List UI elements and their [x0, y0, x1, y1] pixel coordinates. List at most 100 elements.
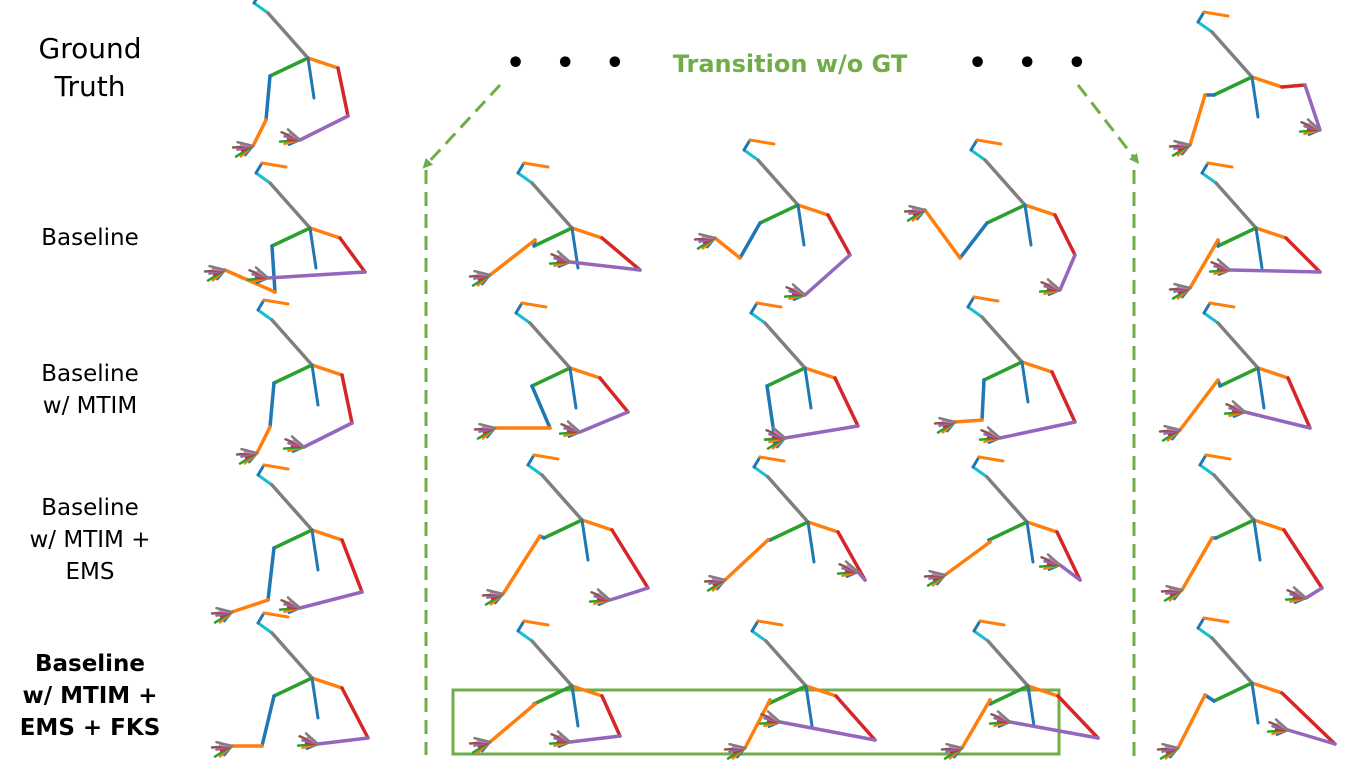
- head-segment: [520, 301, 548, 309]
- head-segment: [256, 463, 266, 477]
- right-collar-segment: [1026, 684, 1060, 698]
- right-arm-segment: [600, 694, 622, 738]
- right-hand-finger: [986, 426, 1002, 440]
- left-hand-finger: [1173, 282, 1192, 290]
- right-collar-segment: [804, 684, 838, 698]
- left-forearm-segment: [1176, 693, 1207, 750]
- head-segment: [1202, 10, 1230, 18]
- skeleton-b2-2: [481, 453, 650, 606]
- left-collar-segment: [1216, 226, 1258, 248]
- right-arm-segment: [1056, 694, 1100, 740]
- right-arm-segment: [338, 236, 367, 274]
- left-arm-segment: [1203, 693, 1216, 703]
- left-collar-segment: [270, 226, 312, 248]
- right-forearm-segment: [783, 424, 860, 440]
- right-forearm-segment: [803, 253, 852, 297]
- left-forearm-segment: [923, 208, 962, 260]
- left-arm-segment: [270, 244, 277, 294]
- right-collar-segment: [310, 528, 344, 542]
- right-arm-segment: [610, 528, 650, 590]
- right-forearm-segment: [302, 421, 354, 449]
- left-collar-segment: [272, 676, 314, 698]
- left-hand-finger: [698, 232, 717, 240]
- torso-segment: [1026, 684, 1036, 728]
- head-segment: [262, 298, 290, 306]
- right-hand-finger: [556, 730, 572, 744]
- right-hand-finger: [996, 710, 1012, 724]
- head-segment: [750, 619, 760, 633]
- left-hand-finger: [473, 269, 492, 277]
- head-segment: [977, 455, 1005, 463]
- torso-segment: [804, 684, 814, 728]
- left-hand-finger: [938, 416, 957, 424]
- skeleton-b3-1: [210, 611, 370, 758]
- right-collar-segment: [1252, 518, 1286, 532]
- right-arm-segment: [1284, 236, 1322, 274]
- left-collar-segment: [1212, 681, 1254, 703]
- head-segment: [254, 161, 264, 175]
- right-arm-segment: [340, 686, 370, 740]
- right-hand-finger: [771, 426, 787, 440]
- left-hand-finger: [208, 264, 227, 272]
- skeleton-b2-5: [1160, 453, 1324, 604]
- head-segment: [1202, 301, 1212, 315]
- right-arm-segment: [826, 213, 852, 257]
- left-hand-finger: [236, 140, 255, 148]
- head-segment: [966, 295, 976, 309]
- right-hand-finger: [791, 283, 807, 297]
- right-collar-segment: [1025, 520, 1059, 534]
- left-collar-segment: [1218, 366, 1260, 388]
- row-label-baseline-mtim-ems: Baseline w/ MTIM + EMS: [29, 495, 151, 585]
- head-segment: [966, 305, 984, 319]
- right-arm-segment: [834, 694, 877, 742]
- right-forearm-segment: [298, 114, 350, 142]
- left-hand-finger: [240, 447, 259, 455]
- right-forearm-segment: [568, 260, 642, 272]
- left-hand-finger: [908, 204, 927, 212]
- torso-segment: [310, 363, 320, 407]
- head-segment: [526, 463, 544, 477]
- right-forearm-segment: [1058, 563, 1082, 582]
- left-arm-segment: [765, 384, 777, 442]
- left-hand-finger: [215, 606, 234, 614]
- right-forearm-segment: [1286, 728, 1337, 746]
- skeleton-b2-3: [703, 455, 867, 592]
- torso-segment: [1023, 203, 1033, 247]
- right-collar-segment: [570, 226, 604, 240]
- right-collar-segment: [806, 520, 840, 534]
- right-forearm-segment: [1243, 410, 1312, 430]
- head-segment: [256, 308, 274, 322]
- right-forearm-segment: [856, 570, 867, 582]
- right-collar-segment: [568, 366, 602, 380]
- highlight-box: [451, 688, 1061, 756]
- left-collar-segment: [272, 528, 314, 550]
- torso-segment: [1252, 518, 1262, 562]
- torso-segment: [803, 366, 813, 410]
- skeleton-b0-3: [693, 138, 852, 301]
- skeleton-b2-1: [210, 463, 364, 624]
- left-arm-segment: [738, 221, 762, 260]
- head-segment: [969, 138, 979, 152]
- head-segment: [971, 455, 981, 469]
- right-arm-segment: [1280, 691, 1337, 746]
- head-segment: [1198, 453, 1208, 467]
- spine-segment: [540, 473, 584, 522]
- head-segment: [514, 301, 524, 315]
- spine-segment: [764, 639, 808, 688]
- head-segment: [1198, 463, 1216, 477]
- spine-segment: [766, 475, 810, 524]
- right-collar-segment: [310, 363, 344, 377]
- right-arm-segment: [340, 538, 364, 594]
- row-label-baseline-mtim-ems-fks: Baseline w/ MTIM + EMS + FKS: [19, 651, 161, 741]
- left-hand-finger: [473, 736, 492, 744]
- left-collar-segment: [985, 203, 1027, 225]
- left-hand-finger: [945, 742, 964, 750]
- right-hand-finger: [304, 732, 320, 746]
- head-segment: [1200, 171, 1218, 185]
- left-forearm-segment: [1188, 238, 1220, 290]
- right-forearm-segment: [1058, 253, 1077, 292]
- skeleton-b3-5: [1156, 616, 1337, 760]
- left-forearm-segment: [223, 268, 277, 294]
- right-hand-finger: [556, 250, 572, 264]
